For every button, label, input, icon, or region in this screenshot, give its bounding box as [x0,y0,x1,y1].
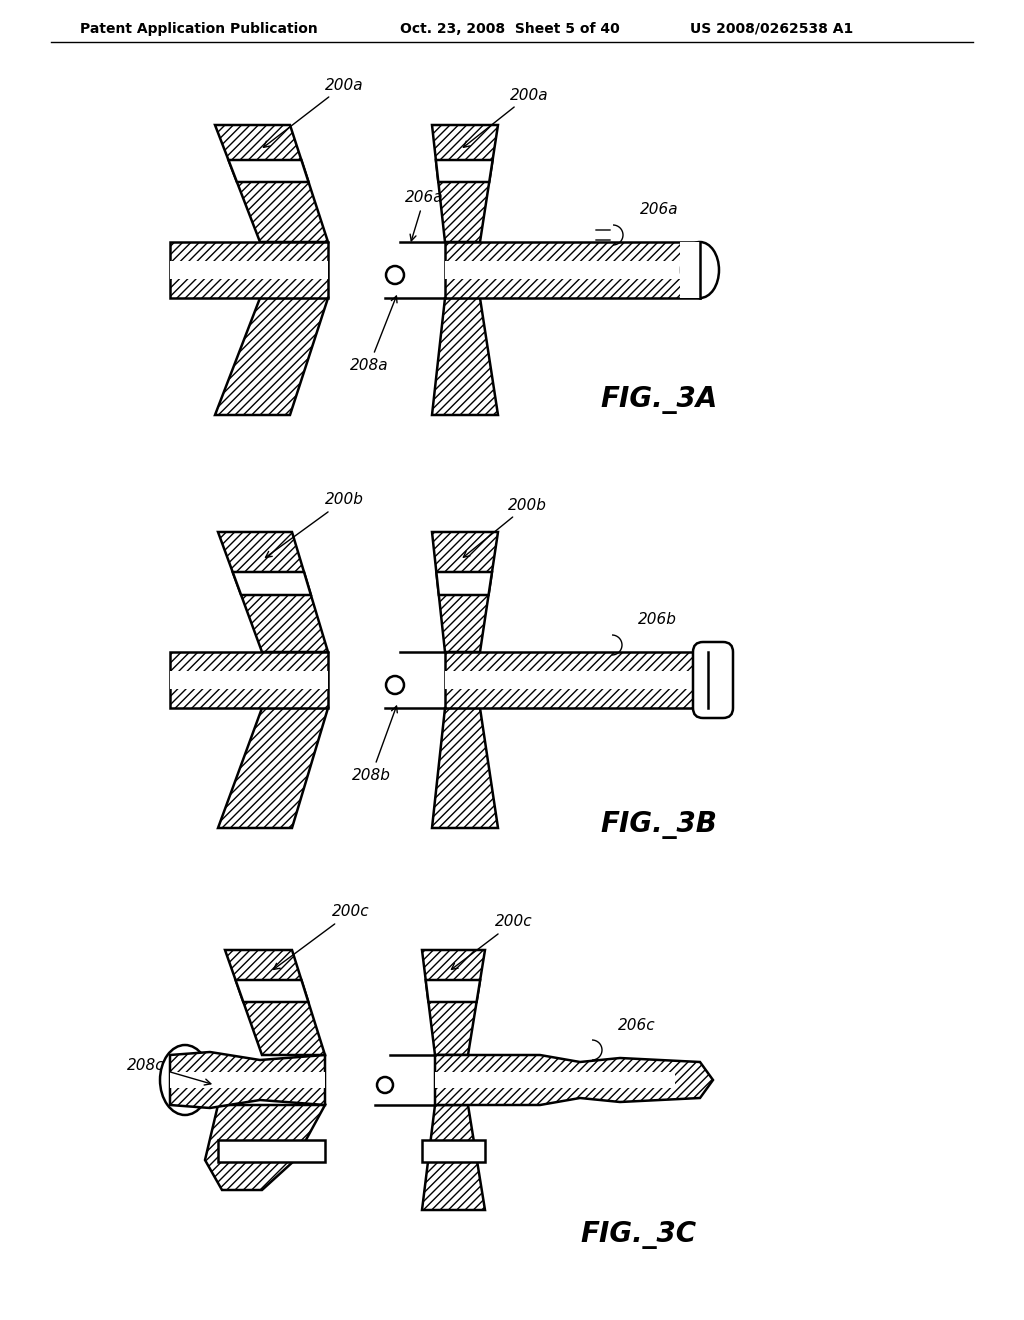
Polygon shape [170,671,328,689]
Text: Oct. 23, 2008  Sheet 5 of 40: Oct. 23, 2008 Sheet 5 of 40 [400,22,620,36]
Polygon shape [228,160,308,182]
Text: FIG._3C: FIG._3C [580,1221,696,1249]
Text: 208c: 208c [127,1057,211,1085]
Polygon shape [236,979,308,1002]
Polygon shape [218,1140,325,1162]
Polygon shape [218,708,328,828]
Text: US 2008/0262538 A1: US 2008/0262538 A1 [690,22,853,36]
Text: 206b: 206b [638,612,677,627]
Polygon shape [170,1052,325,1107]
Polygon shape [426,979,480,1002]
Text: 206a: 206a [640,202,679,218]
Text: 206c: 206c [618,1018,655,1032]
Ellipse shape [377,1077,393,1093]
Ellipse shape [681,242,719,298]
Text: FIG._3B: FIG._3B [600,810,717,840]
Text: 200a: 200a [464,87,549,148]
Polygon shape [432,532,498,652]
Polygon shape [436,160,493,182]
Polygon shape [422,1105,485,1210]
Text: 200c: 200c [273,904,370,969]
Ellipse shape [160,1045,210,1115]
Polygon shape [432,708,498,828]
Polygon shape [215,298,328,414]
Text: 200b: 200b [265,492,364,557]
Text: FIG._3A: FIG._3A [600,385,717,414]
Polygon shape [225,950,325,1055]
Polygon shape [445,242,700,298]
Polygon shape [170,261,328,279]
Polygon shape [445,652,708,708]
Polygon shape [445,671,708,689]
Text: 208a: 208a [350,296,397,372]
Polygon shape [422,1140,485,1162]
Polygon shape [680,242,700,298]
Polygon shape [435,1072,675,1088]
Polygon shape [432,125,498,242]
Polygon shape [232,572,311,595]
Polygon shape [215,125,328,242]
Text: 200c: 200c [452,915,532,969]
Polygon shape [436,572,492,595]
Polygon shape [170,1072,325,1088]
Polygon shape [422,950,485,1055]
Text: Patent Application Publication: Patent Application Publication [80,22,317,36]
Text: 200b: 200b [463,498,547,557]
Polygon shape [170,652,328,708]
Text: 200a: 200a [263,78,364,148]
Ellipse shape [386,676,404,694]
Polygon shape [170,242,328,298]
Polygon shape [435,1055,713,1105]
Text: 208b: 208b [352,706,397,783]
Ellipse shape [386,267,404,284]
Polygon shape [432,298,498,414]
Text: 206a: 206a [406,190,443,240]
Polygon shape [205,1105,325,1191]
FancyBboxPatch shape [693,642,733,718]
Polygon shape [218,532,328,652]
Polygon shape [445,261,700,279]
